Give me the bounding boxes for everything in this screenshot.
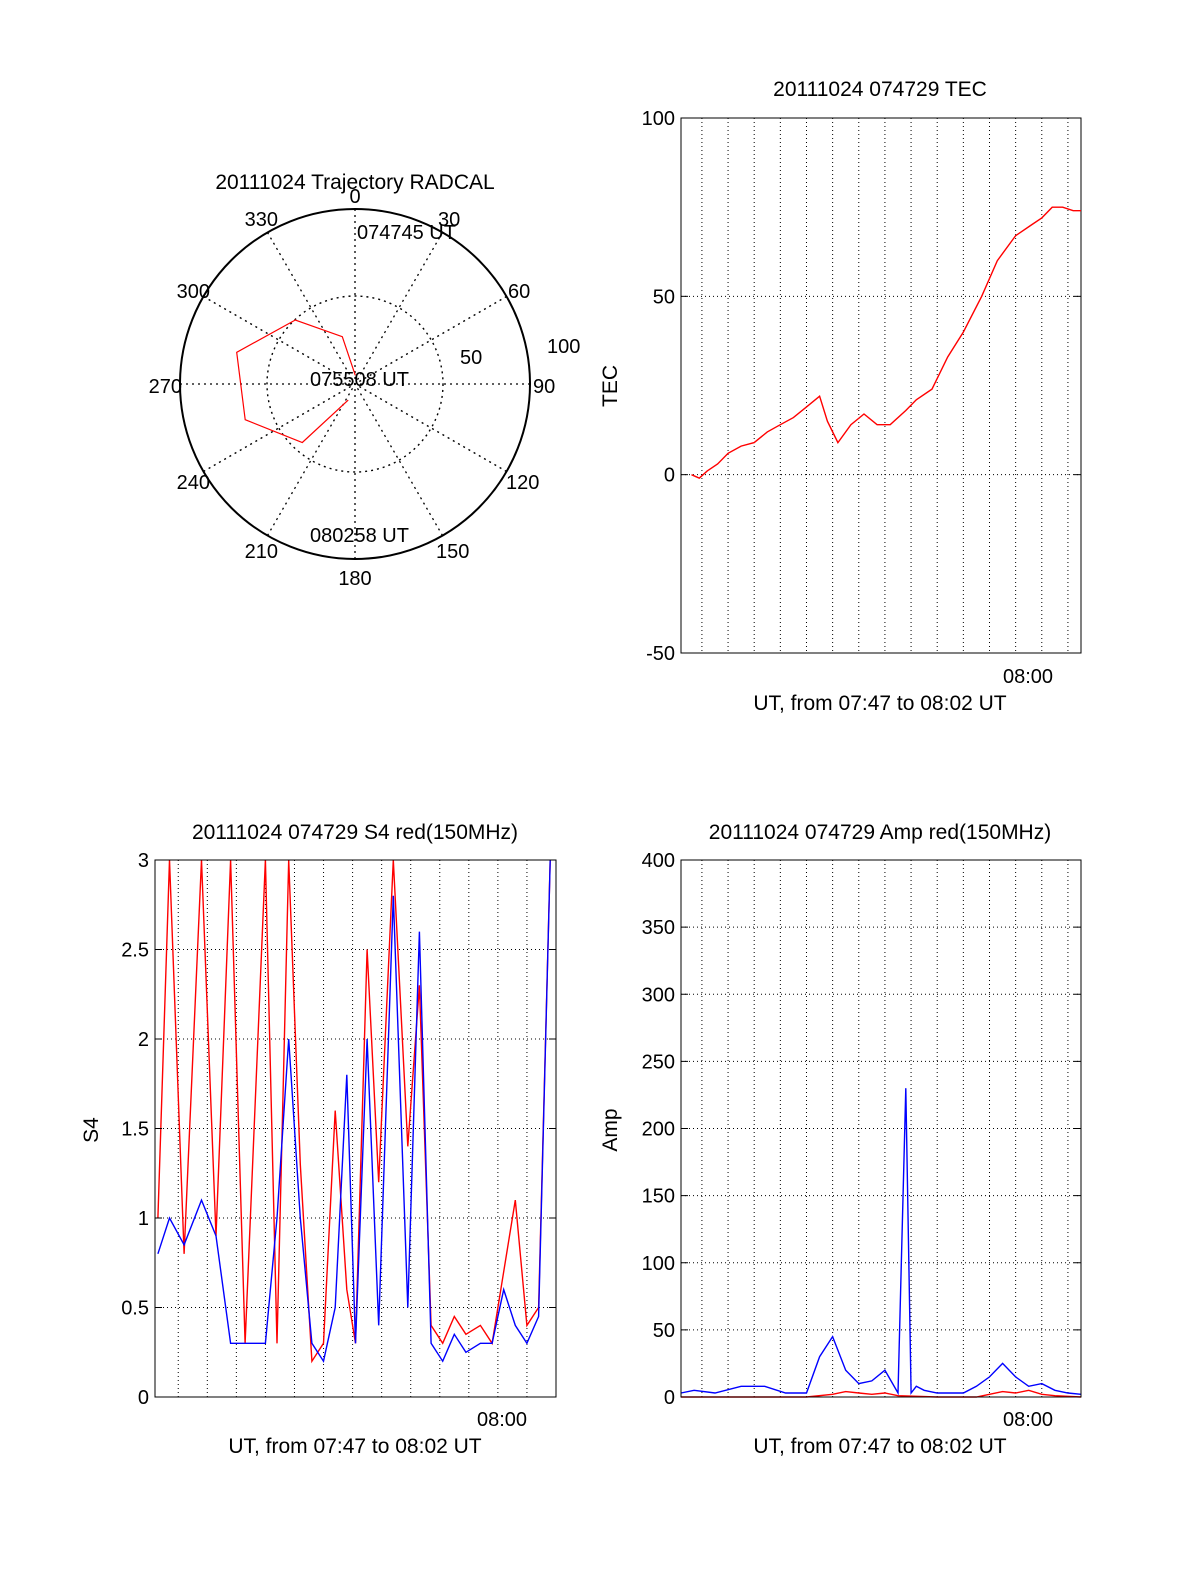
amp-ytick-label: 150 [642,1186,675,1208]
s4-panel: 20111024 074729 S4 red(150MHz) 0 0.5 1 1.5 2… [80,821,557,1458]
s4-ytick-label: 1.5 [121,1119,149,1141]
polar-az-label-330: 330 [245,209,278,231]
amp-grid [681,860,1081,1397]
amp-series-line-1 [681,1389,1082,1398]
tec-frame [680,117,1082,654]
amp-ytick-label: 300 [642,984,675,1006]
polar-az-label-60: 60 [508,281,530,303]
amp-series-line-0 [680,1088,1082,1396]
tec-y-ticks: -50 0 50 100 [642,108,1081,665]
polar-radial-label-100: 100 [547,336,580,358]
tec-series-line-0 [691,206,1081,480]
amp-ytick-label: 350 [642,917,675,939]
s4-ytick-label: 2.5 [121,940,149,962]
s4-ytick-label: 0 [138,1387,149,1409]
amp-title: 20111024 074729 Amp red(150MHz) [709,821,1051,844]
polar-outer-ring [179,208,531,560]
s4-series-line-0 [157,859,551,1364]
trajectory-mid-label: 075508 UT [310,369,409,391]
polar-az-label-0: 0 [349,186,360,208]
tec-ylabel: TEC [599,365,622,407]
tec-ytick-label: 0 [664,465,675,487]
polar-az-label-180: 180 [338,568,371,590]
amp-ytick-label: 400 [642,850,675,872]
tec-ytick-label: -50 [646,643,675,665]
amp-panel: 20111024 074729 Amp red(150MHz) 0 50 100 15… [599,821,1082,1458]
amp-xlabel: UT, from 07:47 to 08:02 UT [753,1435,1006,1458]
s4-xlabel: UT, from 07:47 to 08:02 UT [228,1435,481,1458]
trajectory-start-label: 074745 UT [357,222,456,244]
s4-y-ticks: 0 0.5 1 1.5 2 2.5 3 [121,850,556,1409]
amp-ytick-label: 100 [642,1253,675,1275]
amp-ytick-label: 50 [653,1320,675,1342]
tec-xlabel: UT, from 07:47 to 08:02 UT [753,692,1006,715]
polar-az-label-150: 150 [436,541,469,563]
trajectory-end-label: 080258 UT [310,525,409,547]
s4-series-line-1 [157,859,551,1363]
s4-series [157,859,551,1364]
polar-az-label-210: 210 [245,541,278,563]
tec-panel: 20111024 074729 TEC -50 0 50 100 08:00 UT, … [599,78,1082,715]
s4-ytick-label: 1 [138,1208,149,1230]
s4-title: 20111024 074729 S4 red(150MHz) [192,821,518,844]
polar-az-label-30: 30 [438,209,460,231]
polar-az-label-270: 270 [149,376,182,398]
amp-y-ticks: 0 50 100 150 200 250 300 350 400 [642,850,1081,1409]
tec-ytick-label: 50 [653,286,675,308]
s4-xtick-0800: 08:00 [477,1409,527,1431]
polar-inner-ring [266,295,444,473]
polar-radial-label-50: 50 [460,347,482,369]
tec-grid [681,118,1081,653]
tec-title: 20111024 074729 TEC [773,78,987,101]
polar-az-label-120: 120 [506,472,539,494]
s4-ytick-label: 0.5 [121,1298,149,1320]
polar-az-label-240: 240 [177,472,210,494]
polar-spoke-150 [266,232,444,536]
polar-panel: 20111024 Trajectory RADCAL 0 30 60 90 120 150… [149,171,581,590]
amp-ytick-label: 200 [642,1119,675,1141]
polar-az-label-90: 90 [533,376,555,398]
tec-ytick-label: 100 [642,108,675,130]
s4-ylabel: S4 [80,1117,103,1143]
amp-ytick-label: 250 [642,1051,675,1073]
s4-ytick-label: 2 [138,1029,149,1051]
polar-title: 20111024 Trajectory RADCAL [215,171,494,194]
polar-azimuth-labels: 0 30 60 90 120 150 180 210 240 270 300 330 [149,186,556,590]
tec-series [691,206,1081,480]
polar-trajectory [236,319,356,444]
amp-series [680,1088,1082,1398]
tec-xtick-0800: 08:00 [1003,666,1053,688]
polar-az-label-300: 300 [177,281,210,303]
polar-grid [180,209,530,559]
amp-ylabel: Amp [599,1108,622,1151]
amp-ytick-label: 0 [664,1387,675,1409]
amp-xtick-0800: 08:00 [1003,1409,1053,1431]
s4-ytick-label: 3 [138,850,149,872]
